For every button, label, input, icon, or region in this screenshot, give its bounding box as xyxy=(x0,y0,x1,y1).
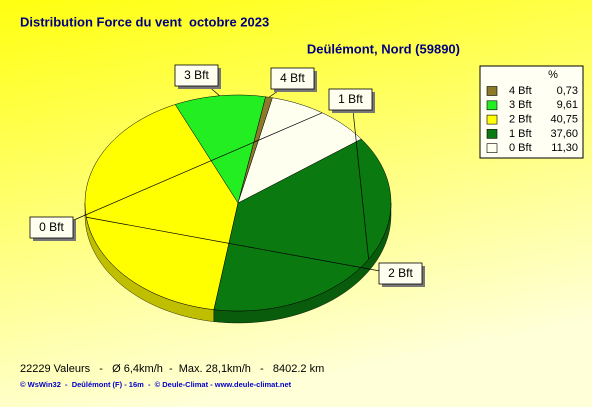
legend-swatch xyxy=(486,86,498,96)
slice-label: 2 Bft xyxy=(388,266,413,280)
label-box xyxy=(270,67,315,90)
legend-swatch xyxy=(486,129,498,139)
chart-subtitle: Deülémont, Nord (59890) xyxy=(307,41,460,56)
credit: © WsWin32 - Deûlémont (F) - 16m - © Deul… xyxy=(20,380,292,389)
legend-label: 2 Bft xyxy=(509,114,532,126)
legend-value: 40,75 xyxy=(550,114,578,126)
legend-swatch xyxy=(486,100,498,111)
chart-title: Distribution Force du vent octobre 2023 xyxy=(20,14,269,29)
legend-swatch xyxy=(486,143,498,153)
legend-value: 0,73 xyxy=(557,85,578,97)
legend-label: 3 Bft xyxy=(509,99,532,111)
label-box xyxy=(378,262,423,285)
legend-value: 9,61 xyxy=(557,99,578,111)
slice-label: 3 Bft xyxy=(184,68,209,82)
pie-slice xyxy=(174,94,266,204)
slice-label: 1 Bft xyxy=(338,92,363,106)
label-leader xyxy=(351,100,369,260)
slice-label: 4 Bft xyxy=(280,71,305,85)
label-box xyxy=(29,216,74,239)
legend-label: 1 Bft xyxy=(509,128,532,140)
label-leader xyxy=(52,112,323,230)
footer-stats: 22229 Valeurs - Ø 6,4km/h - Max. 28,1km/… xyxy=(20,363,324,375)
label-leader xyxy=(86,216,403,276)
legend-value: 37,60 xyxy=(550,128,578,140)
slice-label: 0 Bft xyxy=(39,220,64,234)
label-box xyxy=(328,88,373,111)
legend-swatch xyxy=(486,114,498,125)
legend-header: % xyxy=(548,69,558,81)
legend-label: 4 Bft xyxy=(509,85,532,97)
legend-value: 11,30 xyxy=(551,142,578,154)
legend-label: 0 Bft xyxy=(509,142,532,154)
legend-box xyxy=(479,65,584,159)
label-box xyxy=(174,64,219,87)
